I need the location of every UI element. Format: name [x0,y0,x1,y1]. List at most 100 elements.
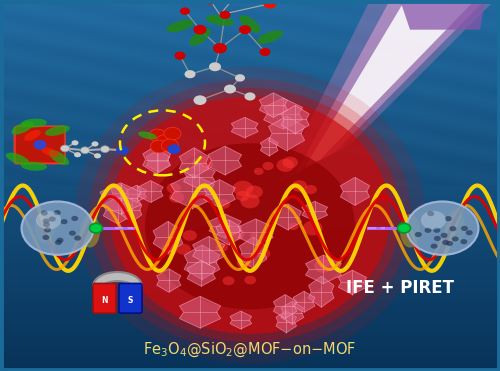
Ellipse shape [206,15,234,26]
Polygon shape [306,255,342,284]
Polygon shape [138,181,163,203]
Circle shape [74,236,81,241]
Circle shape [43,222,50,227]
Circle shape [69,230,76,236]
Circle shape [276,159,294,172]
Circle shape [42,235,50,240]
Polygon shape [281,301,304,324]
Circle shape [240,194,260,209]
Polygon shape [204,180,236,208]
Circle shape [444,216,452,221]
Ellipse shape [21,119,47,128]
Circle shape [406,201,478,255]
Circle shape [222,276,234,285]
Circle shape [415,232,422,237]
FancyBboxPatch shape [93,283,116,313]
Circle shape [262,162,274,170]
FancyBboxPatch shape [14,127,64,164]
Polygon shape [268,116,304,151]
Polygon shape [143,145,171,174]
Circle shape [239,25,251,34]
Circle shape [260,48,270,56]
Circle shape [466,230,473,235]
Ellipse shape [166,20,194,32]
Ellipse shape [89,79,411,352]
Circle shape [92,141,98,147]
Polygon shape [302,201,328,221]
Circle shape [72,216,78,221]
Circle shape [235,74,245,82]
Polygon shape [305,0,475,167]
Circle shape [430,243,438,249]
Circle shape [237,257,252,268]
Polygon shape [187,260,216,286]
Ellipse shape [75,67,425,364]
Polygon shape [274,295,297,318]
Circle shape [442,240,449,245]
Circle shape [74,152,81,157]
Circle shape [182,230,197,241]
Circle shape [236,191,250,201]
Polygon shape [400,0,485,30]
Circle shape [304,185,317,194]
Polygon shape [260,138,278,156]
Ellipse shape [80,214,100,247]
Circle shape [90,223,102,233]
Ellipse shape [110,96,390,334]
Polygon shape [111,184,128,202]
Ellipse shape [100,88,400,342]
Text: $\mathrm{Fe_3O_4@SiO_2@MOF{-}on{-}MOF}$: $\mathrm{Fe_3O_4@SiO_2@MOF{-}on{-}MOF}$ [144,340,356,359]
Circle shape [100,146,110,152]
Polygon shape [230,311,252,329]
Circle shape [288,223,298,230]
Circle shape [427,211,434,216]
Polygon shape [264,98,302,129]
Polygon shape [146,150,170,172]
Circle shape [220,223,234,232]
Ellipse shape [6,152,29,165]
Polygon shape [216,220,242,245]
Circle shape [213,43,227,53]
Polygon shape [295,0,485,174]
Circle shape [55,240,62,245]
Text: S: S [128,296,133,305]
Ellipse shape [190,28,210,46]
Polygon shape [192,236,224,265]
Circle shape [228,228,244,240]
Circle shape [256,248,270,259]
Ellipse shape [49,150,69,165]
Circle shape [446,241,453,246]
Circle shape [314,259,332,273]
Ellipse shape [400,214,420,247]
Ellipse shape [24,130,41,141]
Circle shape [180,7,190,15]
Circle shape [232,181,253,196]
Polygon shape [280,0,495,182]
Circle shape [162,139,178,152]
Circle shape [56,238,64,243]
Ellipse shape [12,121,34,135]
Polygon shape [153,221,183,253]
Circle shape [244,92,256,101]
Circle shape [184,70,196,78]
Circle shape [42,219,50,224]
Circle shape [204,0,216,5]
Circle shape [264,0,276,9]
Circle shape [460,239,468,244]
Circle shape [228,0,241,1]
Circle shape [246,186,263,198]
Polygon shape [308,276,334,307]
Circle shape [192,156,213,172]
Circle shape [54,210,61,215]
Polygon shape [208,146,242,175]
Circle shape [36,211,61,230]
Polygon shape [240,237,267,268]
Circle shape [34,140,46,150]
Circle shape [424,228,432,233]
Ellipse shape [445,210,465,243]
Circle shape [282,157,298,168]
Circle shape [150,140,168,153]
Circle shape [60,145,70,152]
Text: N: N [101,296,108,305]
Circle shape [80,147,90,154]
